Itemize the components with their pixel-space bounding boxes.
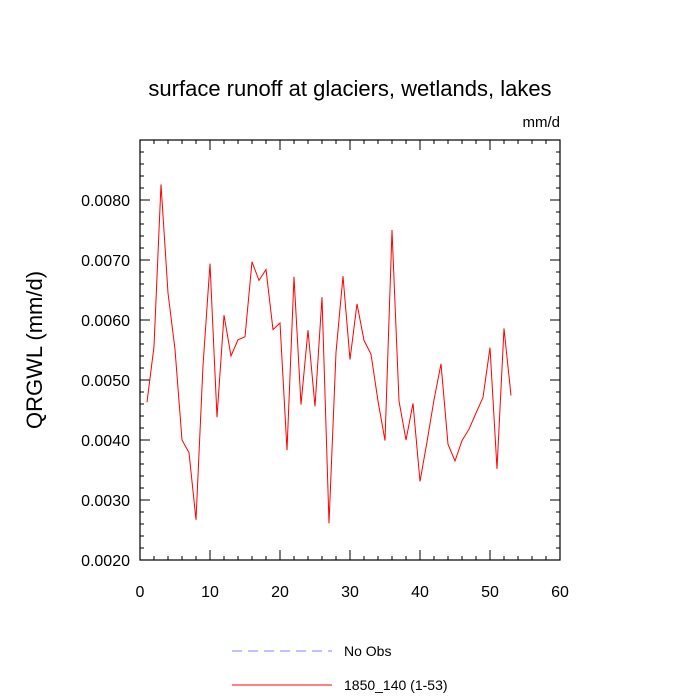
x-tick-label: 10 [201, 584, 219, 601]
x-tick-label: 60 [551, 584, 569, 601]
x-tick-label: 20 [271, 584, 289, 601]
x-tick-label: 50 [481, 584, 499, 601]
y-tick-label: 0.0050 [81, 373, 130, 390]
legend-label-no-obs: No Obs [344, 643, 391, 659]
plot-frame [139, 139, 561, 561]
y-tick-label: 0.0040 [81, 433, 130, 450]
y-tick-label: 0.0080 [81, 193, 130, 210]
x-tick-labels: 0 10 20 30 40 50 60 [136, 584, 569, 601]
units-label: mm/d [523, 114, 561, 131]
y-axis-label: QRGWL (mm/d) [22, 271, 47, 429]
y-tick-label: 0.0020 [81, 553, 130, 570]
chart-title: surface runoff at glaciers, wetlands, la… [148, 76, 551, 101]
y-tick-label: 0.0030 [81, 493, 130, 510]
legend-label-1850-140: 1850_140 (1-53) [344, 677, 448, 693]
y-tick-labels: 0.0020 0.0030 0.0040 0.0050 0.0060 0.0070 0.00… [81, 193, 130, 570]
x-tick-label: 40 [411, 584, 429, 601]
x-tick-label: 0 [136, 584, 145, 601]
series-line-0 [146, 184, 512, 524]
series-group [146, 184, 512, 524]
y-tick-label: 0.0060 [81, 313, 130, 330]
axis-ticks [139, 140, 561, 561]
y-tick-label: 0.0070 [81, 253, 130, 270]
x-tick-label: 30 [341, 584, 359, 601]
legend: No Obs 1850_140 (1-53) [232, 643, 448, 693]
